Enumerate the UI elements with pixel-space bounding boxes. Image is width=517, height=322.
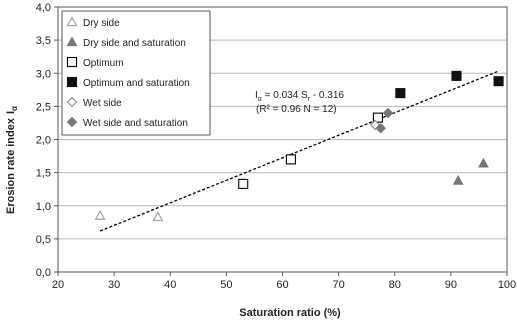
x-tick-label: 40 [164, 279, 176, 291]
y-axis-subscript: α [10, 106, 19, 111]
x-tick-label: 80 [389, 279, 401, 291]
legend-marker [66, 36, 78, 47]
y-tick-label: 4,0 [36, 2, 51, 14]
legend-marker [66, 116, 78, 128]
data-point [395, 88, 406, 99]
legend-label: Dry side and saturation [83, 38, 186, 49]
legend-box [61, 10, 211, 136]
annotation-intercept: - 0.316 [310, 90, 344, 101]
y-tick-label: 0,0 [36, 267, 51, 279]
y-tick-label: 0,5 [36, 234, 51, 246]
legend-marker [66, 96, 78, 108]
data-point [375, 122, 386, 134]
data-point [372, 112, 383, 123]
legend-marker [66, 76, 78, 88]
annotation-subscript-r: r [308, 96, 311, 103]
x-tick-label: 60 [276, 279, 288, 291]
data-point [382, 107, 394, 119]
trendline-annotation: Iα = 0.034 Sr - 0.316 (R² = 0.96 N = 12) [255, 90, 344, 115]
legend-marker [66, 16, 78, 27]
y-axis-symbol: I [5, 111, 17, 114]
trendline-line [99, 70, 499, 232]
x-axis-title: Saturation ratio (%) [239, 307, 341, 319]
svg-text:Erosion rate indexIα: Erosion rate index Iα [5, 106, 19, 214]
legend-marker [66, 56, 78, 68]
data-point [477, 157, 489, 168]
x-tick-label: 100 [498, 279, 516, 291]
annotation-symbol: I [255, 90, 258, 101]
axes [54, 6, 508, 276]
legend-label: Optimum and saturation [83, 78, 190, 89]
y-tick-label: 3,0 [36, 68, 51, 80]
data-point [451, 70, 462, 81]
y-tick-label: 2,5 [36, 101, 51, 113]
data-points [94, 70, 504, 222]
data-point [493, 76, 504, 87]
svg-text:Iα = 0.034 Sr - 0.316: Iα = 0.034 Sr - 0.316 [255, 90, 344, 103]
x-tick-label: 90 [445, 279, 457, 291]
y-axis-title: Erosion rate index Iα [5, 106, 19, 214]
legend-label: Wet side and saturation [83, 118, 188, 129]
legend: Dry side Dry side and saturation Optimum Op… [61, 10, 211, 136]
legend-label: Optimum [83, 58, 124, 69]
y-tick-label: 3,5 [36, 35, 51, 47]
data-point [238, 178, 249, 189]
tick-labels: 0,0 0,5 1,0 1,5 2,0 2,5 3,0 3,5 4,0 20 30 40 50 60 70 8… [36, 2, 516, 291]
data-point [452, 174, 464, 185]
trendline [99, 70, 499, 232]
annotation-fit-stats: (R² = 0.96 N = 12) [256, 104, 337, 115]
legend-label: Wet side [83, 98, 122, 109]
annotation-equation: = 0.034 S [262, 90, 308, 101]
x-tick-label: 30 [108, 279, 120, 291]
x-tick-label: 70 [333, 279, 345, 291]
y-tick-label: 1,0 [36, 201, 51, 213]
y-tick-label: 1,5 [36, 168, 51, 180]
x-tick-label: 20 [52, 279, 64, 291]
y-axis-title-text: Erosion rate index [5, 117, 17, 214]
x-tick-label: 50 [220, 279, 232, 291]
data-point [152, 211, 164, 222]
data-point [285, 154, 296, 165]
data-point [94, 210, 106, 220]
annotation-subscript: α [258, 96, 262, 103]
legend-label: Dry side [83, 18, 120, 29]
y-tick-label: 2,0 [36, 135, 51, 147]
